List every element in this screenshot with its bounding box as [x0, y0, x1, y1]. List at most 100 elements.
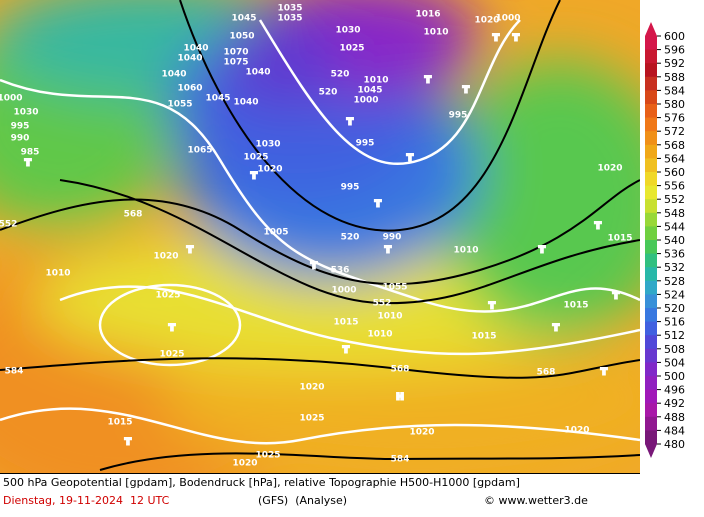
- map: [0, 0, 640, 473]
- colorbar-segment: [645, 144, 657, 159]
- colorbar: 6005965925885845805765725685645605565525…: [645, 22, 685, 458]
- colorbar-segment: [645, 348, 657, 363]
- contour-label: 552: [373, 299, 392, 309]
- colorbar-label: 504: [664, 356, 685, 369]
- colorbar-segment: [645, 362, 657, 377]
- contour-label: 1010: [377, 312, 402, 322]
- colorbar-label: 512: [664, 329, 685, 342]
- colorbar-segment: [645, 294, 657, 309]
- colorbar-label: 572: [664, 125, 685, 138]
- contour-label: 1020: [232, 459, 257, 469]
- colorbar-segment: [645, 321, 657, 336]
- contour-label: 1035: [277, 14, 302, 24]
- contour-label: 1060: [177, 84, 202, 94]
- colorbar-label: 480: [664, 438, 685, 451]
- contour-label: 584: [5, 367, 24, 377]
- colorbar-label: 596: [664, 44, 685, 57]
- contour-label: 1070: [223, 48, 248, 58]
- caption: 500 hPa Geopotential [gpdam], Bodendruck…: [3, 476, 520, 489]
- colorbar-segment: [645, 199, 657, 214]
- contour-label: 1015: [563, 301, 588, 311]
- colorbar-label: 556: [664, 180, 685, 193]
- pressure-center: T: [407, 154, 414, 164]
- colorbar-label: 484: [664, 424, 685, 437]
- pressure-center: T: [169, 324, 176, 334]
- map-labels: 1035103510451050104010401070107510401040…: [0, 4, 633, 469]
- colorbar-cap: [645, 444, 657, 458]
- contour-label: 990: [383, 233, 402, 243]
- contour-label: 1020: [474, 16, 499, 26]
- colorbar-label: 496: [664, 384, 685, 397]
- pressure-center: T: [25, 159, 32, 169]
- contour-label: 1025: [155, 291, 180, 301]
- contour-label: 1030: [255, 140, 280, 150]
- contour-label: 1010: [453, 246, 478, 256]
- colorbar-label: 548: [664, 207, 685, 220]
- contour-label: 1035: [277, 4, 302, 14]
- colorbar-segment: [645, 308, 657, 323]
- colorbar-segment: [645, 131, 657, 146]
- contour-label: 1000: [331, 286, 356, 296]
- contour-label: 1015: [607, 234, 632, 244]
- contour-label: 1025: [243, 153, 268, 163]
- contour-label: 1045: [231, 14, 256, 24]
- contour-label: 584: [391, 455, 410, 465]
- pressure-center: T: [187, 246, 194, 256]
- contour-label: 1010: [423, 28, 448, 38]
- contour-label: 995: [356, 139, 375, 149]
- credit: © www.wetter3.de: [484, 494, 588, 507]
- colorbar-segment: [645, 240, 657, 255]
- pressure-center: T: [493, 34, 500, 44]
- colorbar-label: 524: [664, 288, 685, 301]
- contour-label: 1016: [415, 10, 440, 20]
- colorbar-label: 536: [664, 248, 685, 261]
- date: Dienstag, 19-11-2024 12 UTC: [3, 494, 170, 507]
- colorbar-label: 584: [664, 84, 685, 97]
- contour-label: 520: [331, 70, 350, 80]
- pressure-center: T: [539, 246, 546, 256]
- contour-label: 1040: [177, 54, 202, 64]
- model: (GFS) (Analyse): [258, 494, 347, 507]
- colorbar-label: 520: [664, 302, 685, 315]
- contour-label: 1000: [495, 14, 520, 24]
- colorbar-segment: [645, 158, 657, 173]
- colorbar-label: 552: [664, 193, 685, 206]
- colorbar-segment: [645, 389, 657, 404]
- colorbar-label: 592: [664, 57, 685, 70]
- contour-label: 1010: [45, 269, 70, 279]
- colorbar-segment: [645, 335, 657, 350]
- contour-label: 985: [21, 148, 40, 158]
- contour-label: 1020: [257, 165, 282, 175]
- contour-label: 1040: [183, 44, 208, 54]
- contour-label: 568: [391, 365, 410, 375]
- colorbar-segment: [645, 36, 657, 51]
- contour-label: 1020: [597, 164, 622, 174]
- colorbar-segment: [645, 416, 657, 431]
- pressure-center: T: [311, 262, 318, 272]
- contour-label: 1065: [187, 146, 212, 156]
- contour-label: 520: [341, 233, 360, 243]
- colorbar-segment: [645, 63, 657, 78]
- pressure-center: T: [595, 222, 602, 232]
- colorbar-label: 492: [664, 397, 685, 410]
- pressure-center: T: [553, 324, 560, 334]
- contour-label: 1025: [159, 350, 184, 360]
- colorbar-segment: [645, 117, 657, 132]
- pressure-center: T: [601, 368, 608, 378]
- colorbar-label: 588: [664, 71, 685, 84]
- contour-label: 1050: [229, 32, 254, 42]
- colorbar-segment: [645, 172, 657, 187]
- contour-label: 536: [331, 266, 350, 276]
- colorbar-segment: [645, 76, 657, 91]
- pressure-center: T: [489, 302, 496, 312]
- contour-label: 1030: [335, 26, 360, 36]
- colorbar-label: 516: [664, 316, 685, 329]
- contour-label: 1000: [353, 96, 378, 106]
- contour-label: 1040: [233, 98, 258, 108]
- pressure-center: T: [425, 76, 432, 86]
- contour-label: 1075: [223, 58, 248, 68]
- pressure-center: H: [396, 393, 404, 403]
- colorbar-label: 528: [664, 275, 685, 288]
